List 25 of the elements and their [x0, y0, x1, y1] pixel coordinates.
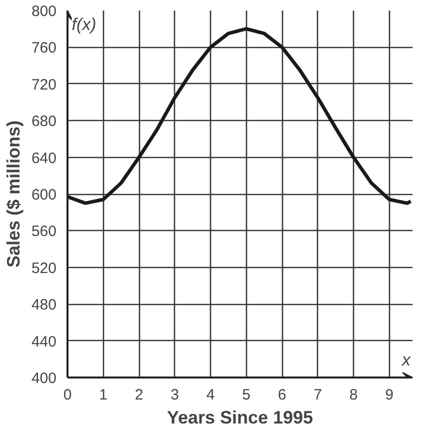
y-tick-label: 800 — [31, 3, 57, 20]
y-tick-label: 440 — [31, 333, 57, 350]
y-tick-label: 560 — [31, 223, 57, 240]
y-tick-label: 640 — [31, 150, 57, 167]
x-tick-label: 1 — [99, 386, 108, 404]
y-axis-title: Sales ($ millions) — [3, 120, 24, 268]
x-tick-label: 8 — [349, 386, 358, 404]
y-tick-label: 520 — [31, 260, 57, 277]
x-tick-label: 6 — [278, 386, 286, 404]
x-tick-label: 9 — [385, 386, 394, 404]
x-tick-label: 2 — [134, 386, 144, 404]
annotation: f(x) — [72, 15, 96, 34]
annotation: x — [401, 350, 411, 370]
x-axis-title: Years Since 1995 — [166, 408, 314, 428]
y-tick-label: 680 — [31, 113, 57, 130]
y-tick-label: 720 — [31, 76, 57, 94]
x-tick-label: 7 — [314, 386, 322, 404]
x-tick-label: 3 — [170, 386, 179, 404]
x-tick-label: 5 — [242, 386, 250, 404]
y-tick-label: 600 — [31, 186, 57, 204]
y-tick-label: 760 — [31, 40, 57, 57]
x-tick-label: 4 — [206, 386, 215, 404]
y-tick-label: 480 — [31, 296, 57, 314]
y-tick-label: 400 — [31, 370, 57, 387]
x-tick-label: 0 — [63, 386, 72, 404]
